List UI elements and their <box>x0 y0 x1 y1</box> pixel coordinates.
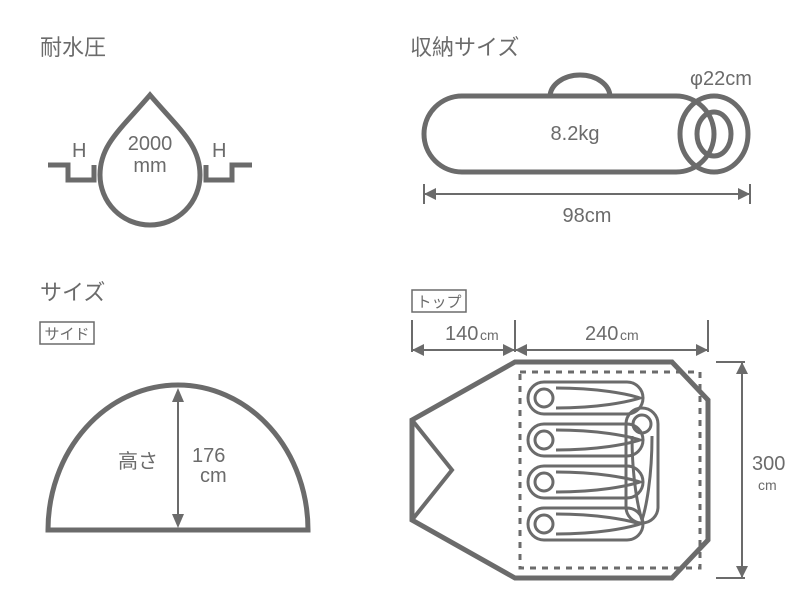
inner-unit: cm <box>620 327 639 343</box>
height-dim <box>172 388 184 528</box>
width-dim <box>716 362 748 578</box>
storage-length: 98cm <box>563 205 612 227</box>
water-value: 2000 <box>128 133 173 155</box>
width-val: 300 <box>752 453 785 475</box>
height-unit: cm <box>200 465 227 487</box>
vestibule-val: 140 <box>445 323 478 345</box>
storage-diameter: φ22cm <box>690 68 752 90</box>
size-title: サイズ <box>40 280 105 305</box>
inner-val: 240 <box>585 323 618 345</box>
sleeping-bags <box>528 382 658 540</box>
vestibule-unit: cm <box>480 327 499 343</box>
storage-title: 収納サイズ <box>410 35 519 60</box>
water-H-right: H <box>212 140 226 162</box>
height-value: 176 <box>192 445 225 467</box>
water-pressure-panel: 耐水圧 2000 mm H H <box>40 35 252 225</box>
width-unit: cm <box>758 477 777 493</box>
door-icon <box>412 420 452 520</box>
size-panel: サイズ サイド 高さ 176 cm <box>40 280 308 530</box>
water-unit: mm <box>133 155 166 177</box>
storage-length-dim <box>424 184 750 204</box>
water-title: 耐水圧 <box>40 35 106 60</box>
storage-panel: 収納サイズ φ22cm 8.2kg 98cm <box>410 35 752 227</box>
storage-weight: 8.2kg <box>551 123 600 145</box>
side-tag: サイド <box>44 326 89 343</box>
height-label: 高さ <box>118 450 158 473</box>
top-panel: トップ 140 cm 240 cm <box>412 290 785 578</box>
footprint-icon <box>412 362 708 578</box>
top-tag: トップ <box>416 294 461 311</box>
water-H-left: H <box>72 140 86 162</box>
